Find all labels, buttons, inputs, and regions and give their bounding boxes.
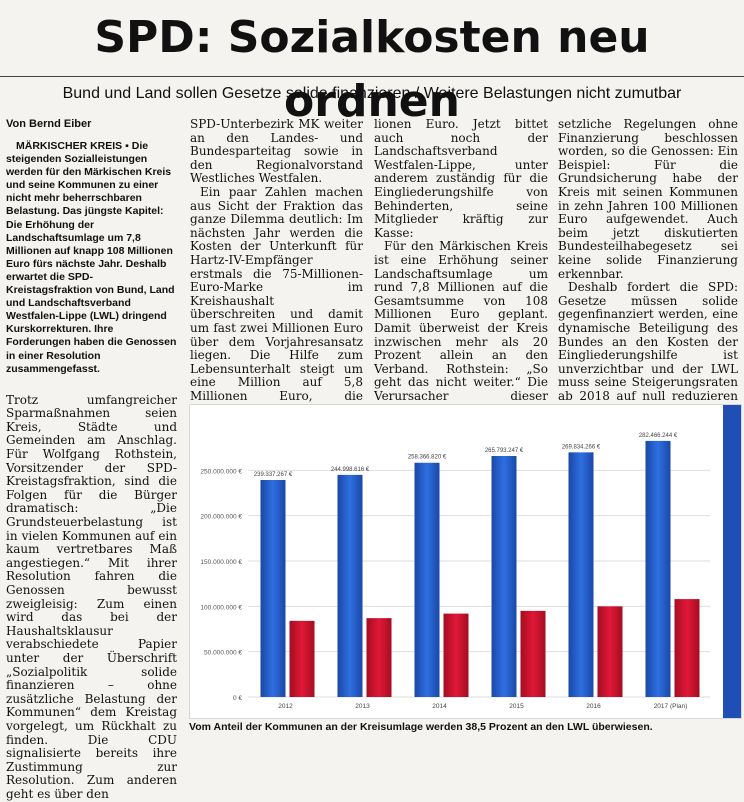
x-tick-label: 2014 bbox=[432, 703, 447, 710]
article-subheadline: Bund und Land sollen Gesetze solide fina… bbox=[62, 85, 682, 102]
bar-red bbox=[597, 606, 623, 697]
body-paragraph: Trotz umfangreicher Sparmaßnahmen seien … bbox=[6, 392, 177, 801]
chart-edge-strip bbox=[723, 405, 741, 718]
bar-red bbox=[289, 620, 315, 697]
bar-red bbox=[674, 599, 700, 697]
y-tick-label: 100.000.000 € bbox=[200, 604, 242, 611]
bar-blue bbox=[645, 440, 671, 697]
x-tick-label: 2017 (Plan) bbox=[654, 703, 688, 710]
lead-text: Die steigenden Sozialleistungen werden f… bbox=[6, 140, 177, 375]
lead-paragraph: MÄRKISCHER KREIS ▪ Die steigenden Sozial… bbox=[6, 140, 177, 376]
body-paragraph: SPD-Unterbezirk MK weiter an den Landes-… bbox=[190, 117, 363, 186]
y-tick-label: 150.000.000 € bbox=[200, 559, 242, 566]
bar-blue bbox=[568, 452, 594, 697]
article-headline: SPD: Sozialkosten neu ordnen bbox=[94, 12, 650, 127]
body-paragraph: lionen Euro. Jetzt bittet auch noch der … bbox=[374, 117, 548, 240]
column-2: SPD-Unterbezirk MK weiter an den Landes-… bbox=[190, 117, 363, 444]
chart-panel: 0 € 50.000.000 € 100.000.000 € 150.000.000 … bbox=[189, 404, 742, 719]
x-tick-label: 2015 bbox=[509, 703, 524, 710]
bar-blue bbox=[414, 462, 440, 697]
column-4: setzliche Regelungen ohne Finanzierung b… bbox=[558, 117, 738, 431]
bar-red bbox=[366, 618, 392, 697]
bar-blue bbox=[491, 456, 517, 697]
bar-blue bbox=[337, 474, 363, 697]
y-tick-label: 250.000.000 € bbox=[200, 468, 242, 475]
bar-value-label: 258.366.820 € bbox=[408, 455, 447, 461]
x-tick-label: 2012 bbox=[278, 703, 293, 710]
x-tick-label: 2013 bbox=[355, 703, 370, 710]
author-line: Von Bernd Eiber bbox=[6, 118, 92, 130]
headline-rule bbox=[0, 76, 744, 77]
body-paragraph: setzliche Regelungen ohne Finanzierung b… bbox=[558, 117, 738, 281]
column-1: Von Bernd Eiber MÄRKISCHER KREIS ▪ Die s… bbox=[6, 118, 177, 802]
bar-red bbox=[443, 613, 469, 697]
bar-value-label: 239.337.267 € bbox=[254, 472, 293, 478]
bar-value-label: 282.466.244 € bbox=[639, 433, 678, 439]
bar-value-label: 244.998.616 € bbox=[331, 467, 370, 473]
y-tick-label: 0 € bbox=[233, 695, 242, 702]
y-tick-label: 200.000.000 € bbox=[200, 514, 242, 521]
bar-value-label: 269.834.266 € bbox=[562, 444, 601, 450]
bar-chart: 0 € 50.000.000 € 100.000.000 € 150.000.000 … bbox=[200, 405, 741, 718]
chart-caption: Vom Anteil der Kommunen an der Kreisumla… bbox=[189, 721, 653, 733]
bar-value-label: 265.793.247 € bbox=[485, 448, 524, 454]
bar-blue bbox=[260, 480, 286, 697]
y-tick-label: 50.000.000 € bbox=[204, 650, 242, 657]
x-tick-label: 2016 bbox=[586, 703, 601, 710]
bar-red bbox=[520, 610, 546, 697]
dateline: MÄRKISCHER KREIS ▪ bbox=[16, 140, 129, 152]
